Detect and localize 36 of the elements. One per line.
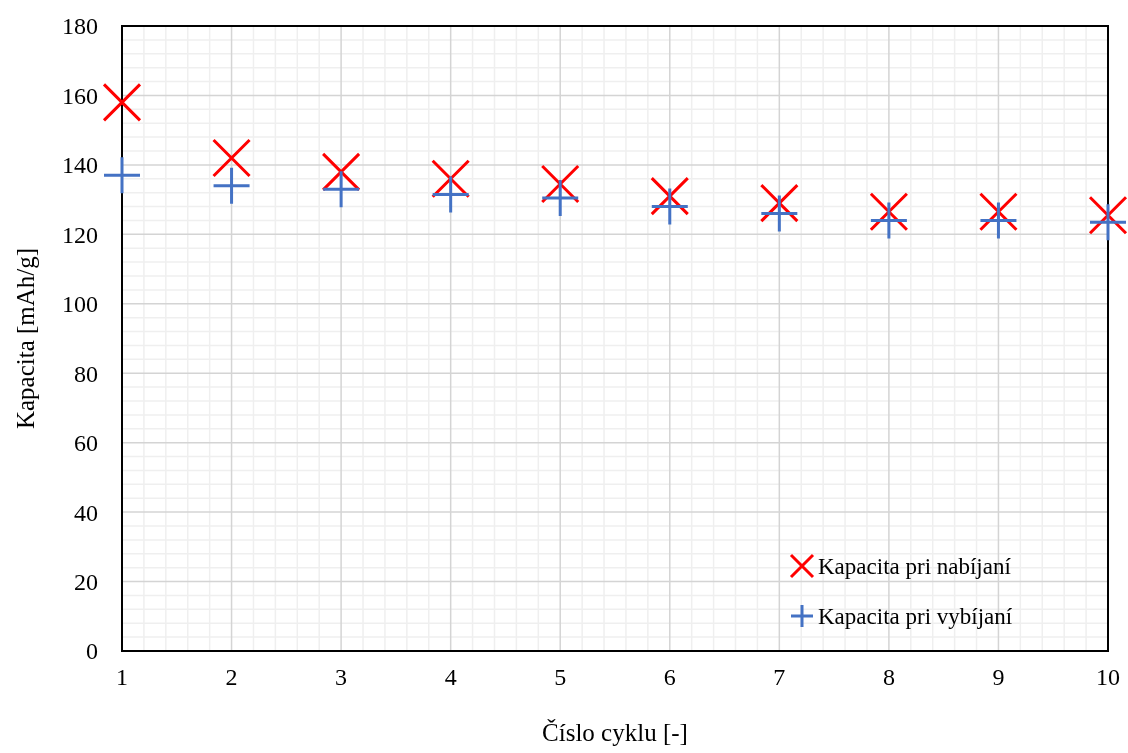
x-tick-label: 9 [992, 664, 1005, 690]
x-tick-label: 6 [663, 664, 676, 690]
point [651, 188, 688, 225]
y-tick-label: 120 [62, 221, 98, 248]
y-tick-label: 80 [74, 360, 98, 387]
point [432, 176, 469, 213]
point [102, 82, 142, 122]
x-tick-label: 7 [773, 664, 786, 690]
y-tick-label: 20 [74, 568, 98, 595]
x-tick-label: 5 [554, 664, 567, 690]
point [104, 157, 140, 194]
x-tick-label: 3 [335, 664, 348, 690]
x-tick-label: 1 [116, 664, 128, 690]
point [761, 195, 798, 232]
point [1090, 204, 1126, 241]
y-axis-title: Kapacita [mAh/g] [12, 247, 39, 430]
point [213, 167, 250, 204]
point [870, 202, 907, 239]
legend-label: Kapacita pri vybíjaní [818, 604, 1013, 630]
y-tick-label: 180 [62, 13, 98, 40]
x-axis-title: Číslo cyklu [-] [542, 719, 688, 746]
x-tick-label: 2 [225, 664, 238, 690]
y-tick-label: 40 [74, 499, 98, 526]
point [323, 171, 360, 208]
x-tick-label: 10 [1096, 664, 1120, 690]
y-tick-label: 160 [62, 82, 98, 109]
x-tick-label: 8 [882, 664, 895, 690]
point [980, 202, 1017, 239]
x-tick-label: 4 [444, 664, 457, 690]
point [542, 179, 579, 216]
point [212, 138, 252, 178]
y-tick-label: 100 [62, 291, 98, 318]
y-tick-label: 60 [74, 430, 98, 457]
y-tick-label: 0 [86, 638, 98, 665]
legend-label: Kapacita pri nabíjaní [818, 554, 1012, 580]
y-tick-label: 140 [62, 152, 98, 179]
